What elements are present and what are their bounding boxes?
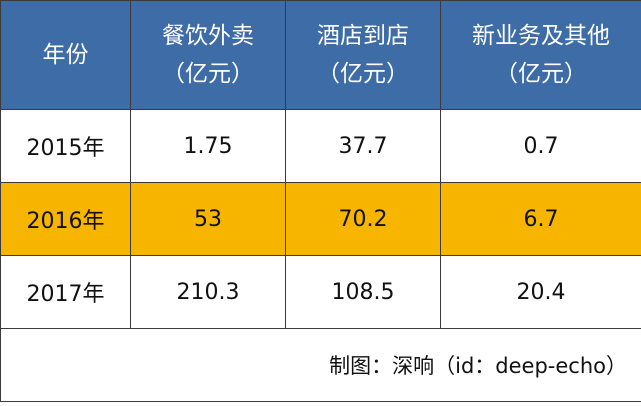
header-row: 年份 餐饮外卖 （亿元） 酒店到店 （亿元） 新业务及其他 （亿元） xyxy=(0,0,641,110)
header-text: 年份 xyxy=(42,42,89,68)
footer-text: 制图：深响（id：deep-echo） xyxy=(0,328,641,402)
header-text: 餐饮外卖 xyxy=(162,23,254,49)
header-text: （亿元） xyxy=(317,61,409,87)
year-cell: 2015年 xyxy=(0,109,131,183)
value-cell: 0.7 xyxy=(440,109,641,183)
value-cell: 20.4 xyxy=(440,255,641,329)
table-row: 2016年 53 70.2 6.7 xyxy=(0,182,641,256)
header-text: 新业务及其他 xyxy=(472,23,610,49)
table-body: 2015年 1.75 37.7 0.7 2016年 53 70.2 6.7 2017年 210.3… xyxy=(0,109,641,329)
value-cell: 53 xyxy=(130,182,286,256)
header-cell: 餐饮外卖 （亿元） xyxy=(130,0,286,110)
table-row: 2017年 210.3 108.5 20.4 xyxy=(0,255,641,329)
header-text: （亿元） xyxy=(495,61,587,87)
value-cell: 1.75 xyxy=(130,109,286,183)
value-cell: 210.3 xyxy=(130,255,286,329)
header-cell: 年份 xyxy=(0,0,131,110)
header-cell: 新业务及其他 （亿元） xyxy=(440,0,641,110)
value-cell: 70.2 xyxy=(285,182,441,256)
year-cell: 2017年 xyxy=(0,255,131,329)
value-cell: 108.5 xyxy=(285,255,441,329)
header-cell: 酒店到店 （亿元） xyxy=(285,0,441,110)
footer-row: 制图：深响（id：deep-echo） xyxy=(0,328,641,402)
value-cell: 37.7 xyxy=(285,109,441,183)
header-text: 酒店到店 xyxy=(317,23,409,49)
year-cell: 2016年 xyxy=(0,182,131,256)
table-row: 2015年 1.75 37.7 0.7 xyxy=(0,109,641,183)
value-cell: 6.7 xyxy=(440,182,641,256)
header-text: （亿元） xyxy=(162,61,254,87)
